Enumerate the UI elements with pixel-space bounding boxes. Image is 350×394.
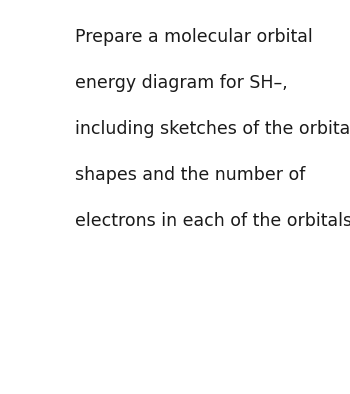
Text: shapes and the number of: shapes and the number of bbox=[75, 166, 305, 184]
Text: energy diagram for SH–,: energy diagram for SH–, bbox=[75, 74, 288, 92]
Text: including sketches of the orbital: including sketches of the orbital bbox=[75, 120, 350, 138]
Text: Prepare a molecular orbital: Prepare a molecular orbital bbox=[75, 28, 313, 46]
Text: electrons in each of the orbitals: electrons in each of the orbitals bbox=[75, 212, 350, 230]
